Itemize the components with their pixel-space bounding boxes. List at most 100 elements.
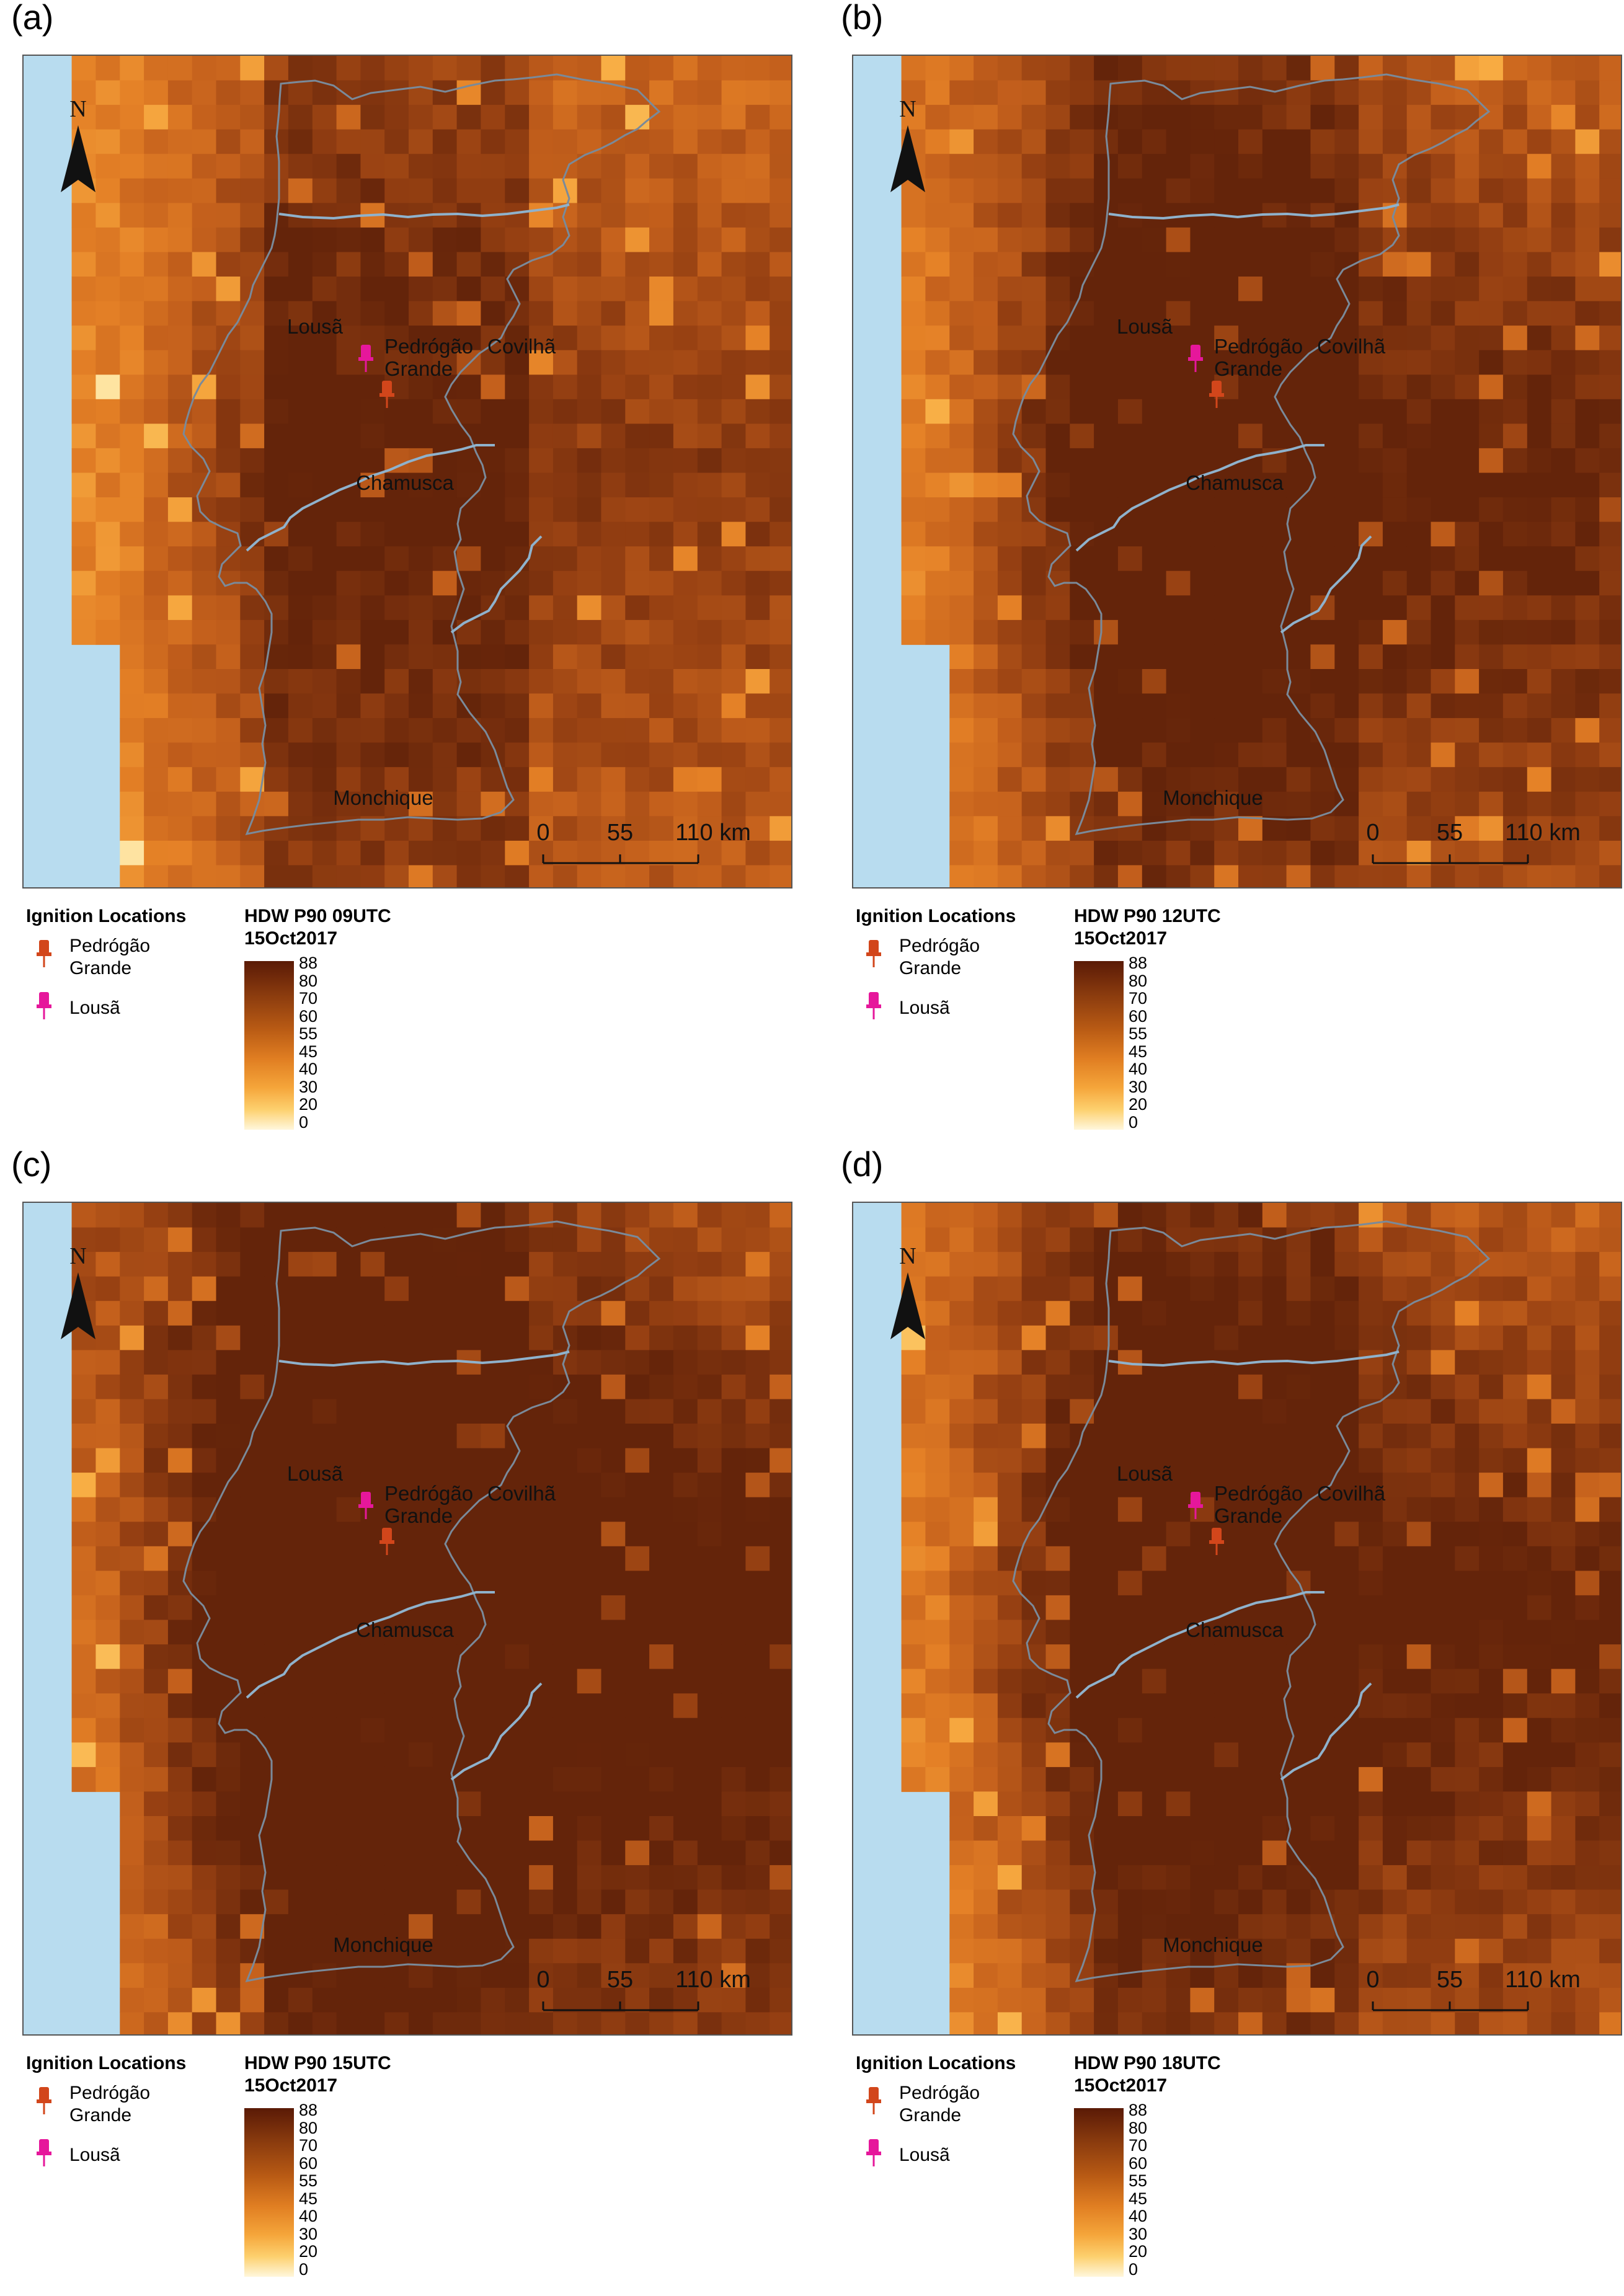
scale-tick-0: 0 [1366, 1967, 1379, 1993]
north-arrow-icon: N [61, 96, 95, 192]
label-covilha: Covilhã [487, 335, 556, 358]
country-border [1012, 1220, 1491, 1983]
legend-pedrogao: Pedrógão Grande [69, 935, 150, 980]
ramp-label: 88 [299, 954, 318, 972]
pedrogao-pin-icon [379, 1528, 394, 1555]
lousa-pin-icon [1188, 345, 1203, 372]
river-guadiana [450, 1682, 543, 1781]
ramp-label: 55 [299, 2171, 318, 2190]
ramp-label: 60 [1129, 1006, 1148, 1026]
label-chamusca: Chamusca [356, 471, 454, 494]
ramp-label: 0 [299, 1112, 309, 1132]
color-ramp-bar [1074, 2108, 1124, 2277]
lousa-legend-pin [866, 992, 881, 1019]
ramp-label: 40 [1129, 2207, 1148, 2225]
pedrogao-pin-icon [37, 940, 51, 967]
hdw-legend-title: HDW P90 12UTC 15Oct2017 [1074, 905, 1221, 950]
north-label: N [69, 96, 86, 122]
scale-tick-110: 110 km [1505, 1967, 1581, 1993]
legend-pedrogao-line1: Pedrógão [899, 936, 980, 956]
label-pedrogao: Pedrógão [1214, 1482, 1303, 1505]
north-label: N [899, 96, 916, 122]
ramp-label: 20 [1129, 1095, 1148, 1114]
ramp-label: 70 [299, 2136, 318, 2155]
label-monchique: Monchique [1163, 786, 1262, 809]
river-douro [278, 1350, 570, 1367]
ramp-label: 88 [1129, 2101, 1148, 2119]
label-pedrogao: Pedrógão [1214, 335, 1303, 358]
hdw-legend-title: HDW P90 18UTC 15Oct2017 [1074, 2052, 1221, 2097]
lousa-legend-pin [866, 2139, 881, 2166]
map-panel: (b) N Lousã Pedrógão Covilhã Grande Cham… [841, 0, 1622, 1144]
label-covilha: Covilhã [1317, 1482, 1386, 1505]
river-douro [278, 203, 570, 220]
north-arrow-icon: N [61, 1243, 95, 1339]
hdw-raster-cells [901, 56, 1621, 887]
panel-letter: (d) [841, 1145, 884, 1184]
legend-pedrogao: Pedrógão Grande [69, 2082, 150, 2127]
scale-bar: 0 55 110 km [536, 1967, 751, 2011]
legend-pedrogao-line2: Grande [69, 958, 132, 978]
ramp-label: 60 [299, 2153, 318, 2173]
map-panel: (d) N Lousã Pedrógão Covilhã Grande Cham… [841, 1145, 1622, 2291]
ramp-label: 80 [1129, 2118, 1148, 2137]
label-chamusca: Chamusca [1186, 1618, 1284, 1641]
hdw-legend-title-line2: 15Oct2017 [244, 2075, 338, 2096]
ignition-legend-title: Ignition Locations [856, 2053, 1016, 2073]
label-pedrogao-line2: Grande [1214, 1504, 1282, 1527]
ramp-label: 0 [299, 2259, 309, 2279]
legend-pedrogao-line2: Grande [899, 2105, 962, 2125]
label-lousa: Lousã [287, 315, 344, 338]
ignition-legend-title: Ignition Locations [26, 906, 187, 926]
hdw-legend: HDW P90 09UTC 15Oct2017 88 80 70 60 55 45 40 30… [244, 905, 391, 1130]
ramp-label: 60 [1129, 2153, 1148, 2173]
lousa-pin-icon [37, 992, 51, 1019]
label-covilha: Covilhã [1317, 335, 1386, 358]
hdw-legend-title: HDW P90 15UTC 15Oct2017 [244, 2052, 391, 2097]
legend-pedrogao-line1: Pedrógão [69, 2083, 151, 2103]
label-monchique: Monchique [333, 1933, 433, 1956]
hdw-legend-title-line2: 15Oct2017 [244, 928, 338, 949]
hdw-raster-cells [71, 1203, 791, 2034]
scale-tick-110: 110 km [675, 820, 751, 846]
label-monchique: Monchique [333, 786, 433, 809]
ignition-legend-title: Ignition Locations [26, 2053, 187, 2073]
legend-lousa: Lousã [899, 2145, 950, 2165]
hdw-legend-title-line2: 15Oct2017 [1074, 2075, 1168, 2096]
scale-tick-55: 55 [1437, 1967, 1463, 1993]
scale-tick-55: 55 [1437, 820, 1463, 846]
hdw-legend: HDW P90 12UTC 15Oct2017 88 80 70 60 55 45 40 30… [1074, 905, 1221, 1130]
pedrogao-legend-pin [866, 2087, 881, 2114]
label-pedrogao: Pedrógão [384, 335, 473, 358]
label-covilha: Covilhã [487, 1482, 556, 1505]
pedrogao-legend-pin [37, 940, 51, 967]
ramp-label: 88 [299, 2101, 318, 2119]
ramp-label: 40 [1129, 1060, 1148, 1078]
country-border [1012, 73, 1491, 836]
label-chamusca: Chamusca [1186, 471, 1284, 494]
river-tejo [1075, 1591, 1324, 1699]
ramp-label: 70 [1129, 2136, 1148, 2155]
scale-tick-110: 110 km [675, 1967, 751, 1993]
pedrogao-pin-icon [1209, 381, 1224, 408]
ramp-label: 30 [1129, 1077, 1148, 1096]
label-lousa: Lousã [287, 1462, 344, 1485]
color-ramp-bar [244, 961, 294, 1130]
ramp-label: 20 [299, 1095, 318, 1114]
hdw-raster-cells [901, 1203, 1621, 2034]
ramp-label: 60 [299, 1006, 318, 1026]
map-panel: (c) N Lousã Pedrógão Covilhã Grande Cham… [11, 1145, 792, 2291]
lousa-pin-icon [37, 2139, 51, 2166]
pedrogao-pin-icon [866, 2087, 881, 2114]
scale-tick-55: 55 [607, 1967, 633, 1993]
lousa-pin-icon [866, 2139, 881, 2166]
label-pedrogao: Pedrógão [384, 1482, 473, 1505]
ramp-label: 88 [1129, 954, 1148, 972]
river-guadiana [450, 535, 543, 634]
north-label: N [69, 1243, 86, 1269]
river-douro [1108, 1350, 1400, 1367]
legend-pedrogao-line2: Grande [899, 958, 962, 978]
scale-tick-0: 0 [536, 1967, 549, 1993]
ramp-label: 45 [299, 2189, 318, 2208]
lousa-pin-icon [358, 1492, 373, 1519]
